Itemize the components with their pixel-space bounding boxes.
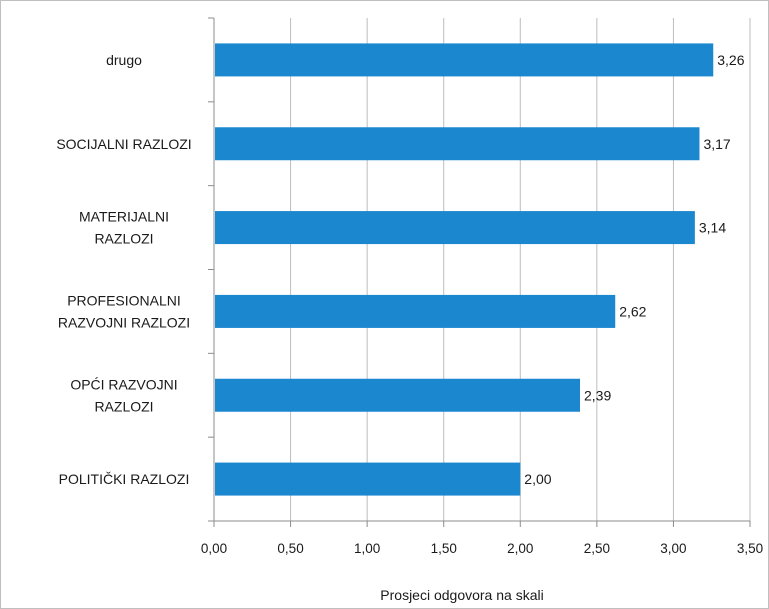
bar xyxy=(215,462,521,496)
x-tick-label: 2,00 xyxy=(507,541,533,556)
bar xyxy=(215,127,700,161)
x-tick-label: 2,50 xyxy=(584,541,610,556)
data-label: 2,39 xyxy=(584,387,611,403)
x-tick-label: 0,50 xyxy=(277,541,303,556)
category-label: SOCIJALNI RAZLOZI xyxy=(56,136,191,152)
axes xyxy=(208,17,751,527)
category-label: OPĆI RAZVOJNI RAZLOZI xyxy=(70,376,177,414)
gridlines xyxy=(290,18,751,521)
bar xyxy=(215,294,616,328)
category-labels: drugo SOCIJALNI RAZLOZI MATERIJALNI RAZLOZI… xyxy=(56,52,191,487)
data-label: 3,17 xyxy=(703,136,730,152)
bar xyxy=(215,378,581,412)
data-labels: 3,26 3,17 3,14 2,62 2,39 2,00 xyxy=(524,52,744,487)
bars xyxy=(215,43,714,496)
data-label: 3,14 xyxy=(699,220,726,236)
data-label: 3,26 xyxy=(717,52,744,68)
category-label: POLITIČKI RAZLOZI xyxy=(59,471,190,487)
data-label: 2,00 xyxy=(524,471,551,487)
x-tick-labels: 0,00 0,50 1,00 1,50 2,00 2,50 3,00 3,50 xyxy=(201,541,763,556)
x-tick-label: 3,50 xyxy=(737,541,763,556)
x-tick-label: 0,00 xyxy=(201,541,227,556)
category-label: MATERIJALNI RAZLOZI xyxy=(79,209,169,247)
category-label: PROFESIONALNI RAZVOJNI RAZLOZI xyxy=(58,292,190,330)
bar xyxy=(215,211,695,245)
x-tick-label: 3,00 xyxy=(660,541,686,556)
x-tick-label: 1,50 xyxy=(431,541,457,556)
x-axis-title: Prosjeci odgovora na skali xyxy=(380,587,543,603)
data-label: 2,62 xyxy=(619,303,646,319)
bar xyxy=(215,43,714,77)
x-tick-label: 1,00 xyxy=(354,541,380,556)
category-label: drugo xyxy=(106,52,142,68)
